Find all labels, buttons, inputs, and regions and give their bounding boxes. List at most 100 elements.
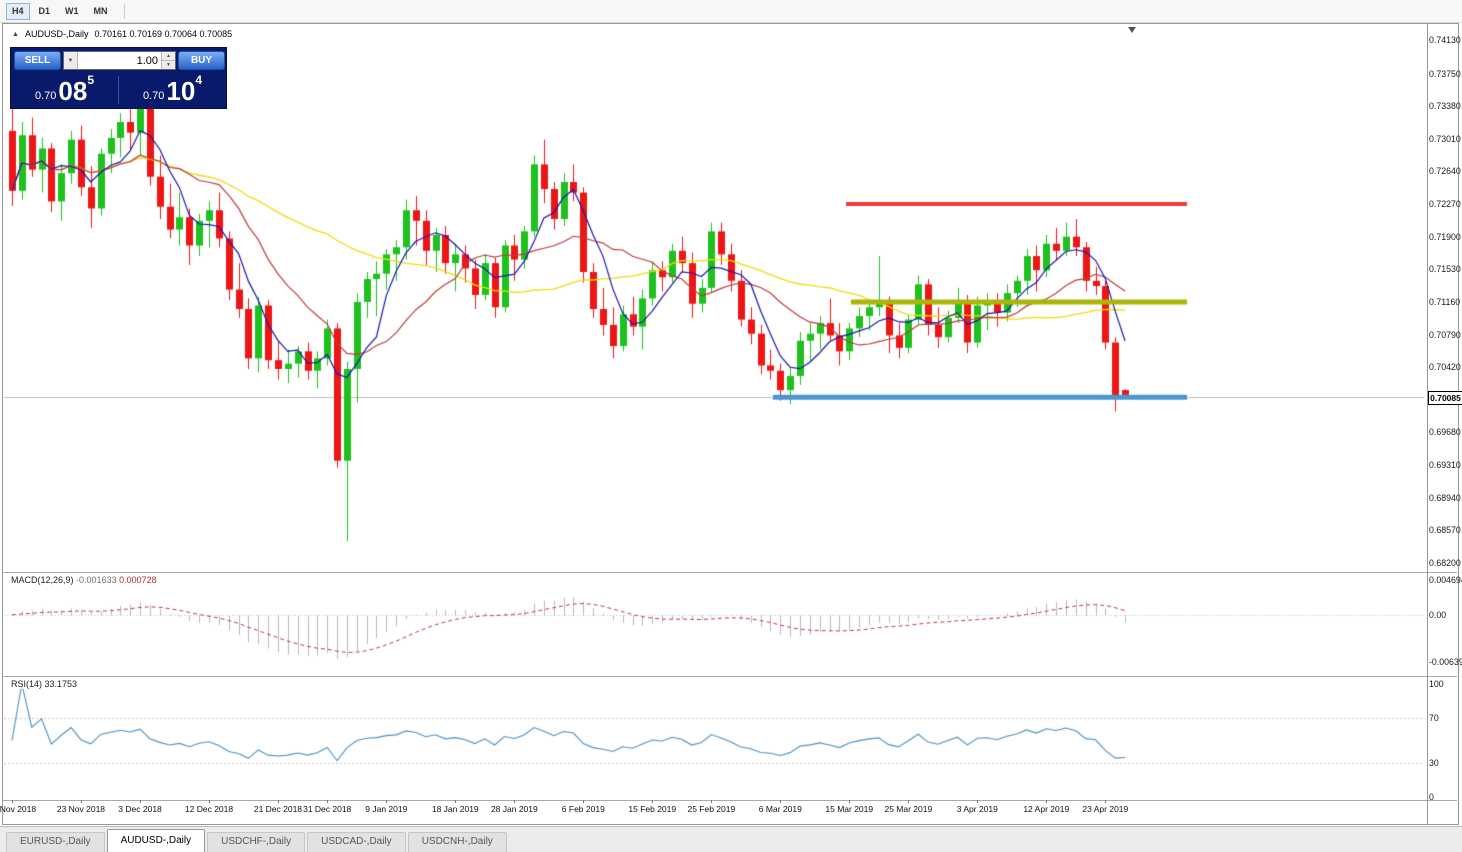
panel-divider-macd[interactable] [3, 572, 1457, 573]
rsi-axis-label: 0 [1429, 791, 1434, 802]
chart-tabs-bar: EURUSD-,Daily AUDUSD-,Daily USDCHF-,Dail… [0, 826, 1462, 852]
tab-eurusd-daily[interactable]: EURUSD-,Daily [6, 832, 105, 852]
date-axis-label: 12 Apr 2019 [1023, 804, 1070, 814]
timeframe-button-mn[interactable]: MN [88, 3, 114, 20]
date-tick-mark [81, 800, 82, 803]
volume-decrease-button[interactable]: ▼ [162, 61, 175, 69]
macd-main-value: -0.001633 [76, 575, 117, 585]
date-tick-mark [583, 800, 584, 803]
chart-symbol-label: AUDUSD-,Daily [24, 29, 89, 39]
price-axis-border [1427, 24, 1428, 824]
buy-button[interactable]: BUY [178, 51, 225, 70]
macd-name: MACD(12,26,9) [11, 575, 74, 585]
date-tick-mark [327, 800, 328, 803]
price-axis-label: 0.72640 [1429, 166, 1461, 177]
date-axis-label: 31 Dec 2018 [303, 804, 352, 814]
date-tick-mark [386, 800, 387, 803]
volume-spinner: ▲ ▼ [161, 52, 175, 69]
timeframe-button-h4[interactable]: H4 [6, 2, 30, 20]
date-axis-label: 15 Mar 2019 [825, 804, 874, 814]
price-axis-label: 0.69680 [1429, 427, 1461, 438]
sell-price-point: 5 [87, 73, 95, 87]
tab-usdcnh-daily[interactable]: USDCNH-,Daily [407, 832, 507, 852]
chart-title-bar: ▲ AUDUSD-,Daily 0.70161 0.70169 0.70064 … [8, 28, 237, 40]
date-tick-mark [209, 800, 210, 803]
price-axis-label: 0.71530 [1429, 264, 1461, 275]
price-axis-label: 0.73010 [1429, 133, 1461, 144]
date-axis-label: 6 Mar 2019 [758, 804, 802, 814]
date-tick-mark [278, 800, 279, 803]
tab-audusd-daily[interactable]: AUDUSD-,Daily [106, 829, 206, 852]
date-tick-mark [977, 800, 978, 803]
timeframe-button-d1[interactable]: D1 [33, 3, 57, 20]
date-axis-label: 28 Jan 2019 [490, 804, 538, 814]
rsi-panel-canvas[interactable] [4, 678, 1424, 798]
current-price-tag: 0.70085 [1428, 390, 1462, 405]
rsi-axis-label: 70 [1429, 712, 1439, 723]
date-axis-label: 12 Dec 2018 [184, 804, 234, 814]
price-axis-label: 0.68940 [1429, 492, 1461, 503]
tab-usdcad-daily[interactable]: USDCAD-,Daily [307, 832, 406, 852]
date-axis-label: 25 Mar 2019 [884, 804, 933, 814]
date-axis-label: 25 Feb 2019 [687, 804, 736, 814]
rsi-name: RSI(14) [11, 679, 43, 689]
date-tick-mark [1046, 800, 1047, 803]
buy-price-point: 4 [195, 73, 203, 87]
sell-price-main: 0.70 [34, 89, 57, 102]
macd-axis-label: 0.004694 [1429, 575, 1462, 586]
date-axis-label: 3 Dec 2018 [118, 804, 162, 814]
macd-panel-canvas[interactable] [4, 574, 1424, 674]
buy-price-pips: 10 [166, 76, 196, 107]
rsi-indicator-label: RSI(14) 33.1753 [9, 679, 80, 689]
price-divider [118, 76, 119, 104]
date-axis-label: 23 Apr 2019 [1082, 804, 1129, 814]
tab-usdchf-daily[interactable]: USDCHF-,Daily [207, 832, 306, 852]
volume-dropdown-button[interactable]: ▼ [64, 52, 78, 69]
panel-divider-rsi[interactable] [3, 676, 1457, 677]
price-chart-canvas[interactable] [4, 26, 1424, 572]
price-axis-label: 0.70420 [1429, 362, 1461, 373]
rsi-value: 33.1753 [44, 679, 78, 689]
price-axis-label: 0.69310 [1429, 460, 1461, 471]
date-axis-label: 9 Jan 2019 [365, 804, 408, 814]
timeframe-button-w1[interactable]: W1 [59, 3, 85, 20]
timeframe-toolbar: H4 D1 W1 MN [0, 0, 1462, 23]
rsi-axis-label: 100 [1429, 679, 1444, 689]
volume-control: ▼ ▲ ▼ [63, 51, 176, 70]
macd-signal-value: 0.000728 [119, 575, 157, 585]
date-axis-label: 6 Feb 2019 [561, 804, 605, 814]
price-axis-label: 0.68570 [1429, 525, 1461, 536]
macd-axis-label: 0.00 [1429, 609, 1447, 620]
date-tick-mark [711, 800, 712, 803]
one-click-prices: 0.70 08 5 0.70 10 4 [11, 71, 226, 109]
price-axis-label: 0.68200 [1429, 558, 1461, 569]
date-tick-mark [1105, 800, 1106, 803]
date-tick-mark [908, 800, 909, 803]
buy-price-main: 0.70 [142, 89, 165, 102]
sell-price-display: 0.70 08 5 [11, 71, 118, 109]
date-tick-mark [140, 800, 141, 803]
date-axis-label: 18 Jan 2019 [431, 804, 479, 814]
buy-price-display: 0.70 10 4 [119, 71, 226, 109]
price-axis-label: 0.73750 [1429, 68, 1461, 79]
volume-input[interactable] [78, 52, 161, 69]
date-axis-label: 21 Dec 2018 [253, 804, 303, 814]
sell-button[interactable]: SELL [14, 51, 61, 70]
date-tick-mark [455, 800, 456, 803]
timeline-separator [3, 800, 1457, 801]
one-click-collapse-icon[interactable]: ▲ [12, 30, 19, 38]
date-axis-label: 3 Apr 2019 [956, 804, 998, 814]
chart-shift-marker-icon[interactable] [1128, 27, 1136, 33]
macd-indicator-label: MACD(12,26,9) -0.001633 0.000728 [9, 575, 159, 585]
price-axis-label: 0.72270 [1429, 199, 1461, 210]
date-axis-label: 15 Feb 2019 [628, 804, 677, 814]
date-tick-mark [514, 800, 515, 803]
toolbar-separator [123, 3, 125, 19]
date-axis-label: 23 Nov 2018 [56, 804, 106, 814]
date-axis-label: 14 Nov 2018 [0, 804, 37, 814]
volume-increase-button[interactable]: ▲ [162, 52, 175, 61]
date-tick-mark [780, 800, 781, 803]
date-tick-mark [12, 800, 13, 803]
one-click-trading-panel: SELL ▼ ▲ ▼ BUY 0.70 08 5 0.70 10 4 [10, 47, 227, 109]
macd-axis-label: -0.00639 [1429, 656, 1462, 667]
